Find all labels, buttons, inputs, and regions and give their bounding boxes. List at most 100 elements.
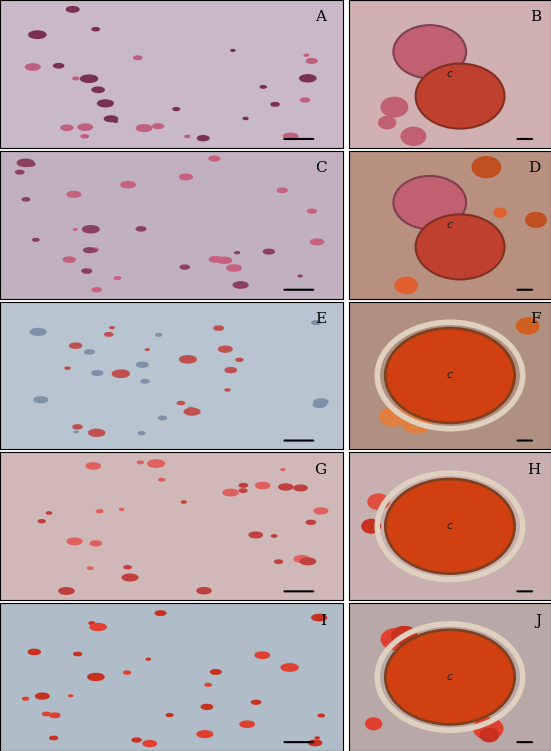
Circle shape <box>143 740 156 746</box>
Circle shape <box>59 588 74 594</box>
Circle shape <box>252 701 261 704</box>
Circle shape <box>34 397 47 403</box>
Circle shape <box>82 269 91 273</box>
Circle shape <box>402 412 431 433</box>
Circle shape <box>210 670 221 674</box>
Circle shape <box>274 560 283 563</box>
Circle shape <box>300 558 316 565</box>
Circle shape <box>401 128 425 145</box>
Circle shape <box>225 368 236 372</box>
Circle shape <box>137 362 148 367</box>
Circle shape <box>88 77 97 80</box>
Circle shape <box>201 704 213 709</box>
Circle shape <box>381 98 408 116</box>
Circle shape <box>300 98 310 102</box>
Circle shape <box>480 728 499 742</box>
Circle shape <box>263 249 274 254</box>
Circle shape <box>261 86 266 88</box>
Circle shape <box>132 738 141 742</box>
Circle shape <box>294 485 307 491</box>
Circle shape <box>138 432 145 435</box>
Circle shape <box>393 176 466 229</box>
Circle shape <box>173 107 180 110</box>
Circle shape <box>415 64 505 128</box>
Circle shape <box>67 7 79 12</box>
Circle shape <box>312 614 327 621</box>
Circle shape <box>153 124 164 128</box>
Circle shape <box>120 508 124 511</box>
Circle shape <box>202 731 209 735</box>
Circle shape <box>214 326 223 330</box>
Circle shape <box>159 416 166 420</box>
Circle shape <box>73 229 77 231</box>
Circle shape <box>315 737 319 739</box>
Circle shape <box>92 288 101 291</box>
Circle shape <box>233 282 248 288</box>
Text: D: D <box>528 161 541 175</box>
Circle shape <box>81 134 89 138</box>
Circle shape <box>225 389 230 391</box>
Circle shape <box>114 277 121 279</box>
Circle shape <box>462 397 471 404</box>
Circle shape <box>235 252 240 254</box>
Circle shape <box>38 520 45 523</box>
Circle shape <box>313 402 326 407</box>
Circle shape <box>181 501 186 503</box>
Circle shape <box>240 721 255 727</box>
Circle shape <box>114 120 117 122</box>
Circle shape <box>472 157 501 177</box>
Circle shape <box>307 210 316 213</box>
Circle shape <box>17 159 34 167</box>
Circle shape <box>92 87 104 92</box>
Circle shape <box>69 695 73 697</box>
Circle shape <box>89 622 95 624</box>
Circle shape <box>385 479 515 574</box>
Circle shape <box>73 425 82 429</box>
Circle shape <box>180 174 192 179</box>
Text: J: J <box>535 614 541 628</box>
Circle shape <box>159 478 165 481</box>
Text: c: c <box>447 370 453 381</box>
Circle shape <box>98 100 114 107</box>
Circle shape <box>137 125 152 131</box>
Circle shape <box>243 117 248 119</box>
Circle shape <box>366 718 382 730</box>
Text: F: F <box>531 312 541 326</box>
Circle shape <box>124 566 131 569</box>
Circle shape <box>36 693 49 699</box>
Circle shape <box>517 318 539 334</box>
Text: A: A <box>315 11 326 24</box>
Circle shape <box>219 346 232 352</box>
Circle shape <box>177 402 185 405</box>
Text: c: c <box>447 69 453 79</box>
Circle shape <box>426 553 444 566</box>
Circle shape <box>474 718 503 739</box>
Circle shape <box>456 242 484 262</box>
Circle shape <box>123 671 131 674</box>
Circle shape <box>122 574 138 581</box>
Circle shape <box>92 371 103 376</box>
Circle shape <box>239 489 247 492</box>
Circle shape <box>217 257 231 264</box>
Circle shape <box>272 535 277 537</box>
Circle shape <box>53 64 64 68</box>
Circle shape <box>281 469 285 470</box>
Circle shape <box>121 182 135 188</box>
Circle shape <box>306 59 317 63</box>
Circle shape <box>70 343 82 348</box>
Circle shape <box>136 227 146 231</box>
Circle shape <box>281 664 298 671</box>
Circle shape <box>279 484 293 490</box>
Circle shape <box>155 333 162 336</box>
Circle shape <box>85 350 94 354</box>
Circle shape <box>78 124 93 130</box>
Circle shape <box>112 370 129 378</box>
Circle shape <box>23 698 29 700</box>
Circle shape <box>447 74 458 82</box>
Circle shape <box>318 714 324 717</box>
Circle shape <box>392 626 417 645</box>
Circle shape <box>148 460 164 467</box>
Circle shape <box>50 713 60 717</box>
Circle shape <box>67 538 82 544</box>
Circle shape <box>209 257 222 262</box>
